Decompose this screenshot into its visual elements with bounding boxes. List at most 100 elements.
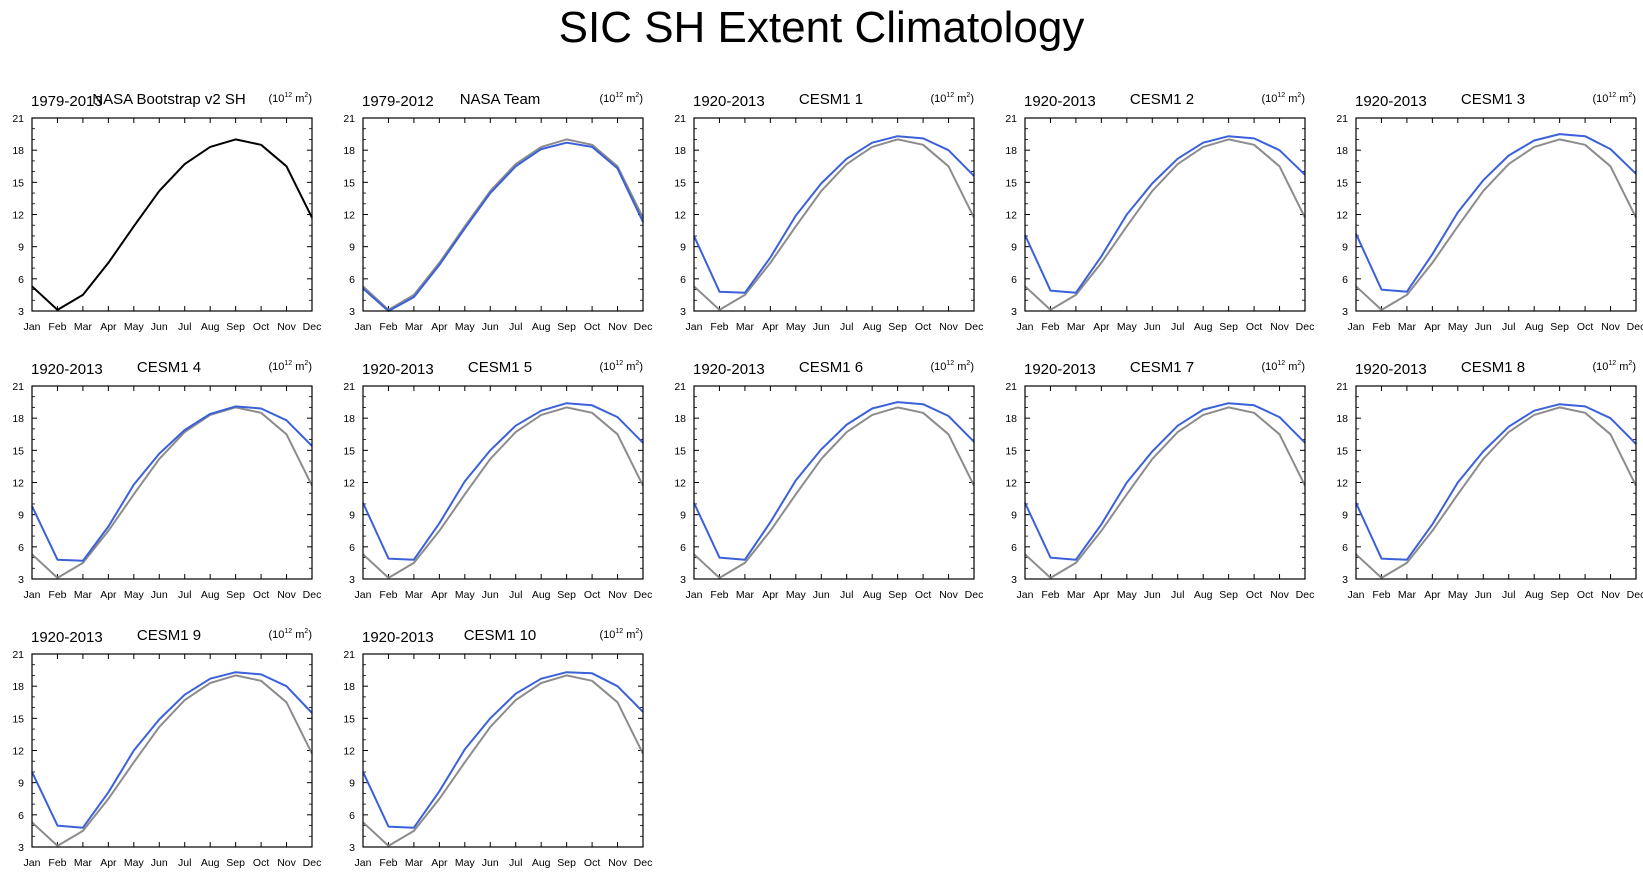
panel-period: 1920-2013 [1355,93,1427,110]
units-label: (1012 m2) [1261,360,1305,373]
series-line-reference [362,406,644,579]
y-tick-label: 6 [18,274,24,286]
units-label: (1012 m2) [930,92,974,105]
y-tick-label: 18 [12,145,24,157]
x-tick-label: May [124,321,145,333]
y-tick-label: 15 [1336,177,1348,189]
x-tick-label: Feb [379,321,397,333]
x-tick-label: Nov [277,857,296,869]
x-tick-label: Aug [863,321,882,333]
plot-frame [693,117,975,312]
y-tick-label: 21 [12,649,24,661]
units-label: (1012 m2) [1592,92,1636,105]
x-tick-label: Dec [965,321,984,333]
x-tick-label: Jan [355,321,372,333]
plot-frame [1355,385,1637,580]
y-tick-label: 21 [674,381,686,393]
y-tick-label: 18 [674,145,686,157]
x-tick-label: Dec [1296,321,1315,333]
y-tick-label: 15 [674,445,686,457]
y-tick-label: 15 [343,177,355,189]
y-tick-label: 3 [680,574,686,586]
y-tick-label: 6 [18,542,24,554]
y-tick-label: 21 [1005,381,1017,393]
x-tick-label: Feb [48,589,66,601]
x-tick-label: Sep [226,589,245,601]
x-tick-label: Jun [482,857,499,869]
panel-title: CESM1 7 [1130,359,1194,376]
units-label: (1012 m2) [1592,360,1636,373]
x-tick-label: Jul [840,589,853,601]
y-tick-label: 12 [12,478,24,490]
series-line-model [693,401,975,561]
y-tick-label: 3 [18,842,24,854]
units-label: (1012 m2) [930,360,974,373]
y-tick-label: 3 [680,306,686,318]
units-label: (1012 m2) [599,360,643,373]
x-tick-label: Jan [686,321,703,333]
y-tick-label: 6 [349,810,355,822]
y-tick-label: 12 [343,478,355,490]
y-tick-label: 3 [349,574,355,586]
panel-title: CESM1 2 [1130,91,1194,108]
x-tick-label: Sep [557,589,576,601]
series-line-model [362,141,644,312]
x-tick-label: Jan [355,857,372,869]
plot-frame [31,385,313,580]
panel-period: 1979-2013 [31,93,103,110]
x-tick-label: Nov [1270,589,1289,601]
units-label: (1012 m2) [599,92,643,105]
plot-frame [1024,117,1306,312]
y-tick-label: 15 [1005,177,1017,189]
x-tick-label: Nov [939,321,958,333]
y-tick-label: 9 [349,242,355,254]
panel-10: 1920-2013 CESM1 8 (1012 m2) 3 6 9 12 15 18 21 Jan F… [1336,359,1643,601]
x-tick-label: Apr [100,857,117,869]
x-tick-label: Feb [1372,321,1390,333]
x-tick-label: Apr [431,857,448,869]
y-tick-label: 18 [1005,145,1017,157]
y-tick-label: 9 [1342,510,1348,522]
y-tick-label: 6 [1342,542,1348,554]
panel-title: CESM1 8 [1461,359,1525,376]
y-tick-label: 21 [12,113,24,125]
x-tick-label: Jan [1017,589,1034,601]
x-tick-label: Feb [710,321,728,333]
series-line-model [362,402,644,561]
x-tick-label: Nov [1601,321,1620,333]
y-tick-label: 21 [1005,113,1017,125]
x-tick-label: Mar [736,589,755,601]
y-tick-label: 18 [343,413,355,425]
units-label: (1012 m2) [599,628,643,641]
x-tick-label: Dec [303,857,322,869]
y-tick-label: 12 [343,746,355,758]
plot-frame [362,653,644,848]
x-tick-label: Mar [74,589,93,601]
x-tick-label: Sep [1550,321,1569,333]
series-line-reference [693,406,975,579]
panel-11: 1920-2013 CESM1 9 (1012 m2) 3 6 9 12 15 18 21 Jan F… [12,627,321,869]
series-line-reference [31,406,313,579]
y-tick-label: 12 [1336,210,1348,222]
x-tick-label: Mar [1067,589,1086,601]
x-tick-label: May [455,321,476,333]
x-tick-label: Mar [405,321,424,333]
y-tick-label: 21 [1336,381,1348,393]
x-tick-label: Apr [431,321,448,333]
x-tick-label: Aug [532,857,551,869]
panel-period: 1979-2012 [362,93,434,110]
series-line-reference [1355,138,1637,311]
y-tick-label: 15 [1336,445,1348,457]
y-tick-label: 6 [349,274,355,286]
units-label: (1012 m2) [268,360,312,373]
panel-title: CESM1 1 [799,91,863,108]
y-tick-label: 3 [349,306,355,318]
y-tick-label: 18 [12,413,24,425]
series-line-model [693,135,975,294]
x-tick-label: May [124,857,145,869]
y-tick-label: 3 [1011,306,1017,318]
y-tick-label: 18 [1336,145,1348,157]
y-tick-label: 15 [1005,445,1017,457]
x-tick-label: Jun [1475,589,1492,601]
